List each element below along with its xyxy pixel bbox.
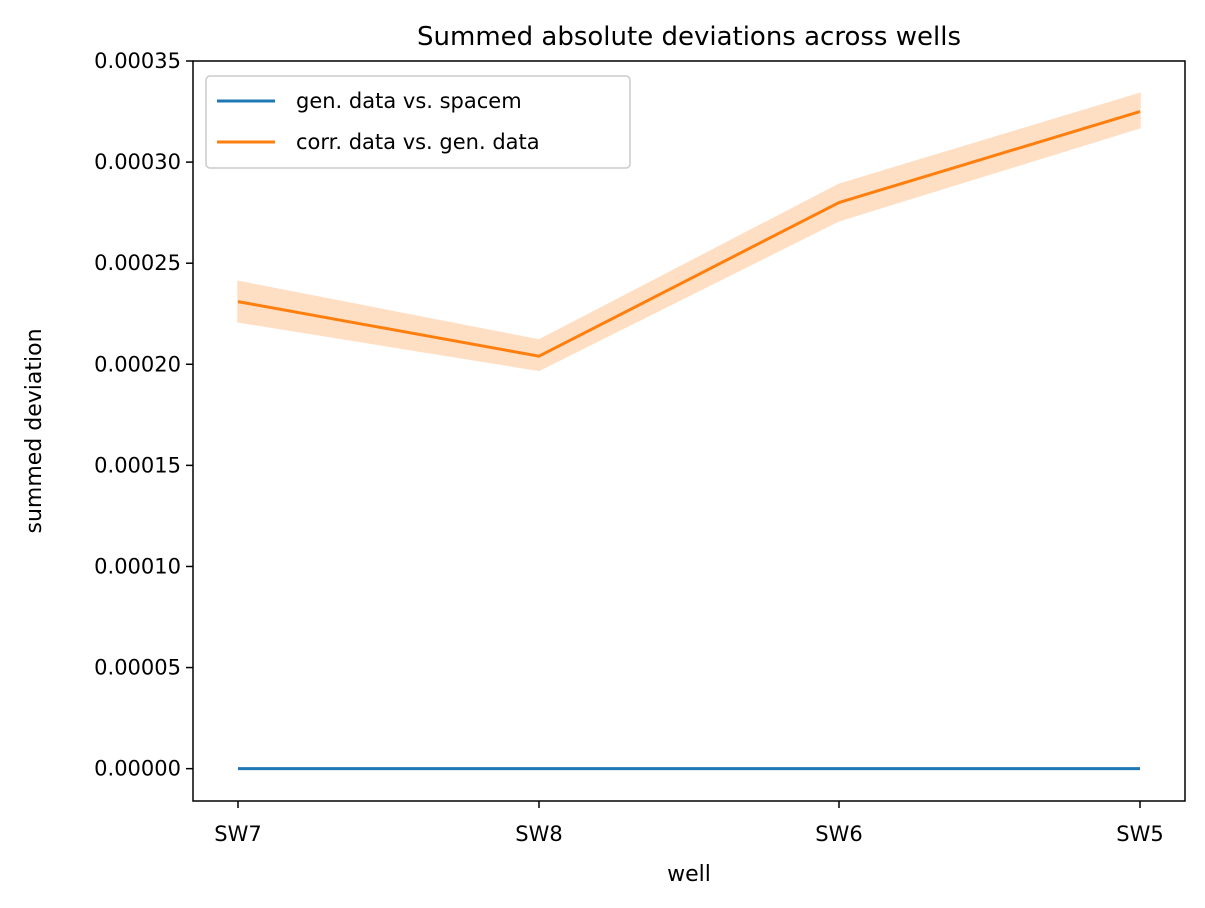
x-tick-label: SW5 bbox=[1116, 822, 1163, 846]
legend: gen. data vs. spacem corr. data vs. gen.… bbox=[205, 75, 631, 169]
y-tick-label: 0.00000 bbox=[94, 757, 181, 781]
y-tick-label: 0.00015 bbox=[94, 453, 181, 477]
y-tick-label: 0.00025 bbox=[94, 251, 181, 275]
chart-title: Summed absolute deviations across wells bbox=[417, 22, 961, 52]
x-tick-label: SW7 bbox=[214, 822, 261, 846]
y-tick-label: 0.00005 bbox=[94, 656, 181, 680]
y-tick-label: 0.00030 bbox=[94, 150, 181, 174]
y-tick-label: 0.00020 bbox=[94, 352, 181, 376]
y-axis: 0.00000 0.00005 0.00010 0.00015 0.00020 0.000… bbox=[94, 49, 193, 781]
confidence-band-corr-data-vs-gen-data bbox=[237, 92, 1141, 372]
series-line-corr-data-vs-gen-data bbox=[237, 110, 1141, 358]
x-axis: SW7 SW8 SW6 SW5 bbox=[214, 801, 1164, 846]
y-tick-label: 0.00010 bbox=[94, 554, 181, 578]
x-axis-label: well bbox=[667, 862, 711, 887]
legend-box bbox=[205, 75, 631, 169]
series-lines bbox=[237, 110, 1141, 771]
x-tick-label: SW6 bbox=[815, 822, 862, 846]
legend-label-gen-data-vs-spacem: gen. data vs. spacem bbox=[296, 89, 522, 113]
y-axis-label: summed deviation bbox=[22, 328, 47, 533]
legend-label-corr-data-vs-gen-data: corr. data vs. gen. data bbox=[296, 130, 540, 154]
confidence-bands bbox=[237, 92, 1141, 372]
x-tick-label: SW8 bbox=[515, 822, 562, 846]
y-tick-label: 0.00035 bbox=[94, 49, 181, 73]
plot-area-frame bbox=[192, 60, 1186, 802]
